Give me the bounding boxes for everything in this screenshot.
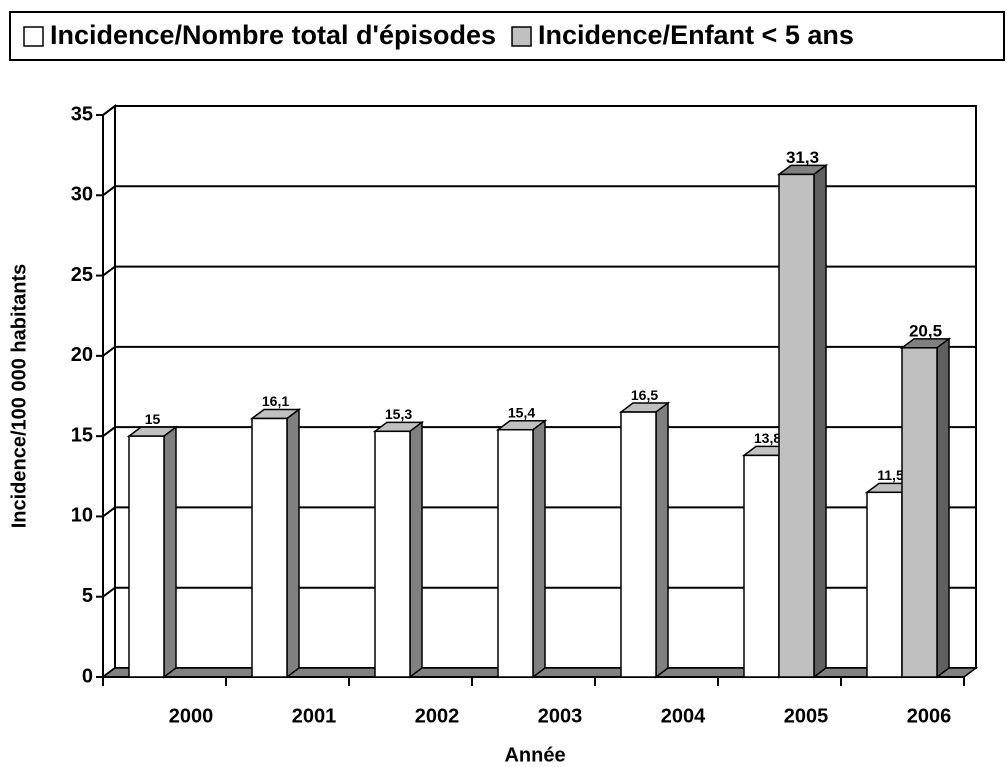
bar-front xyxy=(866,491,903,678)
grid-line xyxy=(102,105,976,116)
value-label: 16,1 xyxy=(262,393,289,409)
y-tick-label: 35 xyxy=(71,103,93,125)
bar xyxy=(776,163,829,679)
legend-swatch xyxy=(23,26,44,47)
x-tick-label: 2000 xyxy=(169,705,214,727)
bar-front xyxy=(374,430,411,678)
bar-side xyxy=(409,420,423,679)
bar xyxy=(899,337,952,679)
y-tick-label: 25 xyxy=(71,264,93,286)
bar-side xyxy=(532,419,546,679)
y-tick-label: 10 xyxy=(71,505,93,527)
grid-line xyxy=(102,586,976,598)
legend-label: Incidence/Nombre total d'épisodes xyxy=(50,20,496,50)
grid-line xyxy=(102,426,976,437)
bar-front xyxy=(251,417,288,678)
bar-side xyxy=(286,407,300,679)
bar-front xyxy=(128,435,165,678)
x-tick-label: 2006 xyxy=(907,705,952,727)
x-tick-label: 2005 xyxy=(784,705,829,727)
y-tick-label: 30 xyxy=(71,184,93,206)
value-label: 16,5 xyxy=(631,387,658,403)
legend-label: Incidence/Enfant < 5 ans xyxy=(538,20,854,50)
y-axis-label: Incidence/100 000 habitants xyxy=(8,264,30,529)
bar xyxy=(495,419,548,679)
value-label: 11,5 xyxy=(877,467,904,483)
value-label: 31,3 xyxy=(786,148,819,167)
bar-front xyxy=(497,428,534,678)
bar-front xyxy=(778,173,815,678)
x-tick-label: 2001 xyxy=(292,705,337,727)
y-tick-label: 0 xyxy=(82,665,93,687)
bar-front xyxy=(743,454,780,678)
bar-front xyxy=(901,347,938,678)
bar-side xyxy=(655,401,669,679)
grid-line xyxy=(102,506,976,518)
x-tick-label: 2004 xyxy=(661,705,706,727)
value-label: 15,3 xyxy=(385,406,412,422)
x-tick-label: 2003 xyxy=(538,705,583,727)
value-label: 20,5 xyxy=(909,321,942,340)
y-tick-label: 20 xyxy=(71,344,93,366)
legend-box xyxy=(9,11,1005,61)
bar-side xyxy=(936,337,950,679)
bar-side xyxy=(163,425,177,679)
value-label: 15 xyxy=(145,411,161,427)
grid-line xyxy=(102,345,976,357)
bar-side xyxy=(813,163,827,679)
bar xyxy=(618,401,671,679)
grid-line xyxy=(102,265,976,277)
bar-front xyxy=(620,411,657,678)
y-tick-label: 15 xyxy=(71,424,93,446)
bar xyxy=(249,407,302,679)
legend-swatch xyxy=(511,26,532,47)
grid-line xyxy=(102,185,976,197)
value-label: 13,8 xyxy=(754,430,781,446)
y-tick-label: 5 xyxy=(82,585,93,607)
bar xyxy=(372,420,425,679)
x-tick-label: 2002 xyxy=(415,705,460,727)
bar xyxy=(126,425,179,679)
x-axis-label: Année xyxy=(504,744,565,766)
value-label: 15,4 xyxy=(508,404,535,420)
